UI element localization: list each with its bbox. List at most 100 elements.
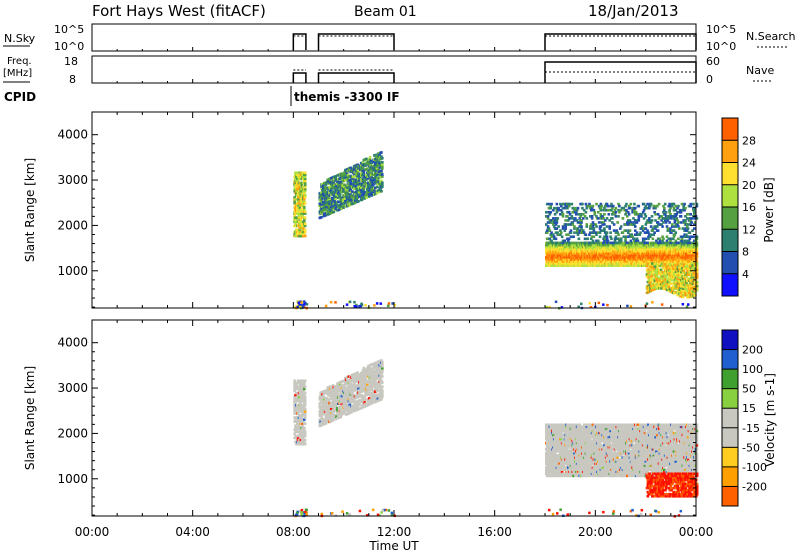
power-cell (387, 304, 390, 308)
power-cell (636, 239, 640, 243)
power-cell (633, 225, 637, 228)
velocity-cell (295, 410, 298, 413)
power-cell (656, 223, 660, 226)
power-cell (656, 212, 660, 216)
power-cell (677, 204, 680, 208)
power-cell (663, 212, 667, 216)
power-cell (669, 204, 672, 208)
power-cell (666, 229, 670, 232)
power-cell (635, 237, 639, 241)
power-cell (683, 233, 686, 237)
power-cell (557, 206, 560, 210)
power-cell (369, 178, 373, 181)
power-cell (560, 235, 564, 239)
power-cell (546, 215, 550, 218)
power-cell (549, 210, 553, 214)
power-cell (578, 221, 582, 224)
power-cell (582, 208, 586, 212)
power-cell (629, 305, 633, 308)
power-cell (674, 270, 678, 274)
power-cell (644, 227, 648, 230)
power-cell (329, 300, 333, 304)
power-cell (604, 237, 607, 241)
power-cell (681, 277, 685, 280)
power-cell (343, 185, 346, 189)
power-cell (685, 229, 689, 232)
velocity-cell (301, 422, 304, 425)
power-cell (625, 210, 628, 214)
power-cell (665, 265, 668, 269)
velocity-cell (295, 428, 299, 432)
power-cell (351, 190, 354, 193)
power-cell (571, 206, 575, 210)
power-cell (363, 197, 367, 200)
velocity-cell (300, 395, 303, 399)
power-cell (293, 232, 296, 236)
power-cell (341, 184, 345, 187)
power-cell (605, 264, 609, 267)
freq-trace (91, 61, 697, 83)
power-cell (591, 221, 595, 224)
power-cell (618, 204, 621, 208)
power-cell (378, 166, 381, 169)
power-cell (647, 284, 651, 288)
power-cell (594, 223, 597, 226)
power-cell (348, 203, 352, 207)
power-cell (683, 235, 686, 239)
power-cell (588, 233, 591, 237)
velocity-cell (296, 420, 300, 423)
power-cell (649, 265, 652, 268)
velocity-cell (323, 401, 327, 405)
velocity-cell (319, 407, 322, 411)
power-cell (554, 223, 558, 226)
power-cell (653, 279, 657, 283)
power-cell (334, 195, 337, 199)
power-cell (676, 223, 679, 226)
power-cell (661, 283, 665, 286)
freq-unit-label: [MHz] (3, 68, 32, 79)
power-cell (665, 239, 669, 243)
power-cell (343, 195, 346, 199)
power-cell (559, 231, 563, 234)
velocity-cell (293, 387, 296, 391)
power-cell (642, 202, 646, 206)
power-cell (691, 229, 694, 232)
power-cell (367, 189, 371, 192)
power-cell (299, 173, 303, 177)
power-cell (579, 260, 582, 263)
power-cell (330, 201, 334, 204)
power-cell (644, 206, 648, 210)
power-cell (681, 302, 685, 306)
power-cell (590, 206, 594, 210)
power-cell (359, 192, 362, 196)
power-cell (650, 278, 653, 282)
power-cell (647, 237, 650, 241)
power-cell (577, 212, 581, 216)
power-cell (647, 235, 650, 239)
freq-label: Freq. (7, 56, 32, 67)
power-cell (648, 273, 651, 277)
power-cell (649, 269, 652, 272)
velocity-cell (298, 440, 302, 444)
velocity-cell (295, 426, 298, 430)
power-cell (632, 221, 635, 224)
power-cell (636, 233, 640, 237)
freq-tick-bottom: 8 (69, 73, 76, 86)
power-cell (297, 177, 301, 181)
power-cell (665, 268, 669, 271)
power-cell (552, 206, 556, 210)
power-cell (373, 192, 377, 196)
power-cell (303, 220, 306, 224)
power-cell (680, 284, 683, 288)
power-cell (591, 239, 595, 243)
power-cell (623, 254, 626, 257)
power-cell (375, 191, 379, 195)
power-cell (641, 229, 645, 232)
velocity-cell (293, 399, 296, 403)
power-cell (673, 263, 677, 267)
power-cell (391, 302, 394, 305)
power-cell (549, 233, 553, 237)
velocity-cell (303, 430, 307, 434)
power-cell (646, 241, 649, 245)
power-cell (693, 221, 697, 224)
